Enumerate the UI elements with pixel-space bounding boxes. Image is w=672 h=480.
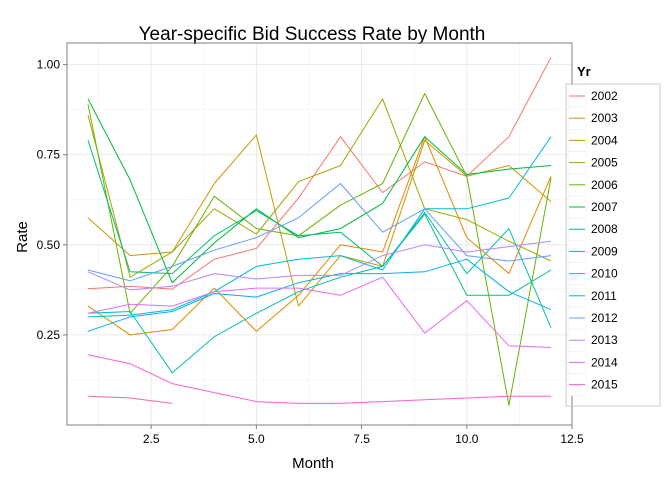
legend-label: 2002 (591, 89, 618, 103)
y-axis-title: Rate (14, 221, 31, 253)
y-axis: 0.25 0.50 0.75 1.00 (37, 58, 67, 342)
chart-title: Year-specific Bid Success Rate by Month (139, 24, 486, 45)
legend-label: 2005 (591, 156, 618, 170)
legend-label: 2011 (591, 289, 617, 303)
x-axis-title: Month (292, 455, 334, 472)
series-line-2013 (87, 240, 552, 291)
legend-label: 2013 (591, 333, 618, 347)
series-line-2008 (87, 140, 552, 296)
x-tick-label: 7.5 (353, 432, 370, 446)
legend-label: 2003 (591, 111, 618, 125)
series-line-2002 (87, 57, 552, 290)
y-tick-label: 0.75 (37, 148, 61, 162)
x-tick-label: 2.5 (143, 432, 160, 446)
series-line-2010 (87, 136, 552, 318)
legend-label: 2007 (591, 200, 618, 214)
series-line-2007 (87, 98, 552, 284)
series-line-2006 (87, 93, 552, 406)
legend-label: 2009 (591, 244, 618, 258)
y-tick-label: 0.50 (37, 238, 61, 252)
legend-label: 2010 (591, 267, 618, 281)
series-line-2011 (87, 258, 552, 332)
x-tick-label: 10.0 (455, 432, 479, 446)
legend-label: 2015 (591, 378, 618, 392)
series-layer (87, 57, 552, 406)
series-line-2014 (87, 276, 552, 348)
x-axis: 2.5 5.0 7.5 10.0 12.5 (143, 425, 584, 446)
series-line-2003 (87, 136, 552, 336)
legend-title: Yr (577, 64, 591, 79)
series-line-2004 (87, 134, 552, 307)
legend-label: 2012 (591, 311, 618, 325)
series-line-2009 (87, 211, 552, 374)
legend-label: 2008 (591, 222, 618, 236)
legend-label: 2004 (591, 133, 618, 147)
legend: Yr 2002200320042005200620072008200920102… (565, 64, 661, 407)
series-line-unlabeled (87, 395, 173, 404)
legend-label: 2014 (591, 355, 618, 369)
x-tick-label: 12.5 (560, 432, 584, 446)
legend-label: 2006 (591, 178, 618, 192)
y-tick-label: 0.25 (37, 328, 61, 342)
x-tick-label: 5.0 (248, 432, 265, 446)
series-line-2005 (87, 98, 552, 278)
series-line-2015 (87, 354, 551, 404)
series-line-2012 (87, 183, 552, 282)
y-tick-label: 1.00 (37, 58, 61, 72)
legend-box (565, 83, 661, 407)
legend-items: 2002 2003 2004 2005 2006 2007 2008 2009 2010 2011… (567, 84, 618, 396)
